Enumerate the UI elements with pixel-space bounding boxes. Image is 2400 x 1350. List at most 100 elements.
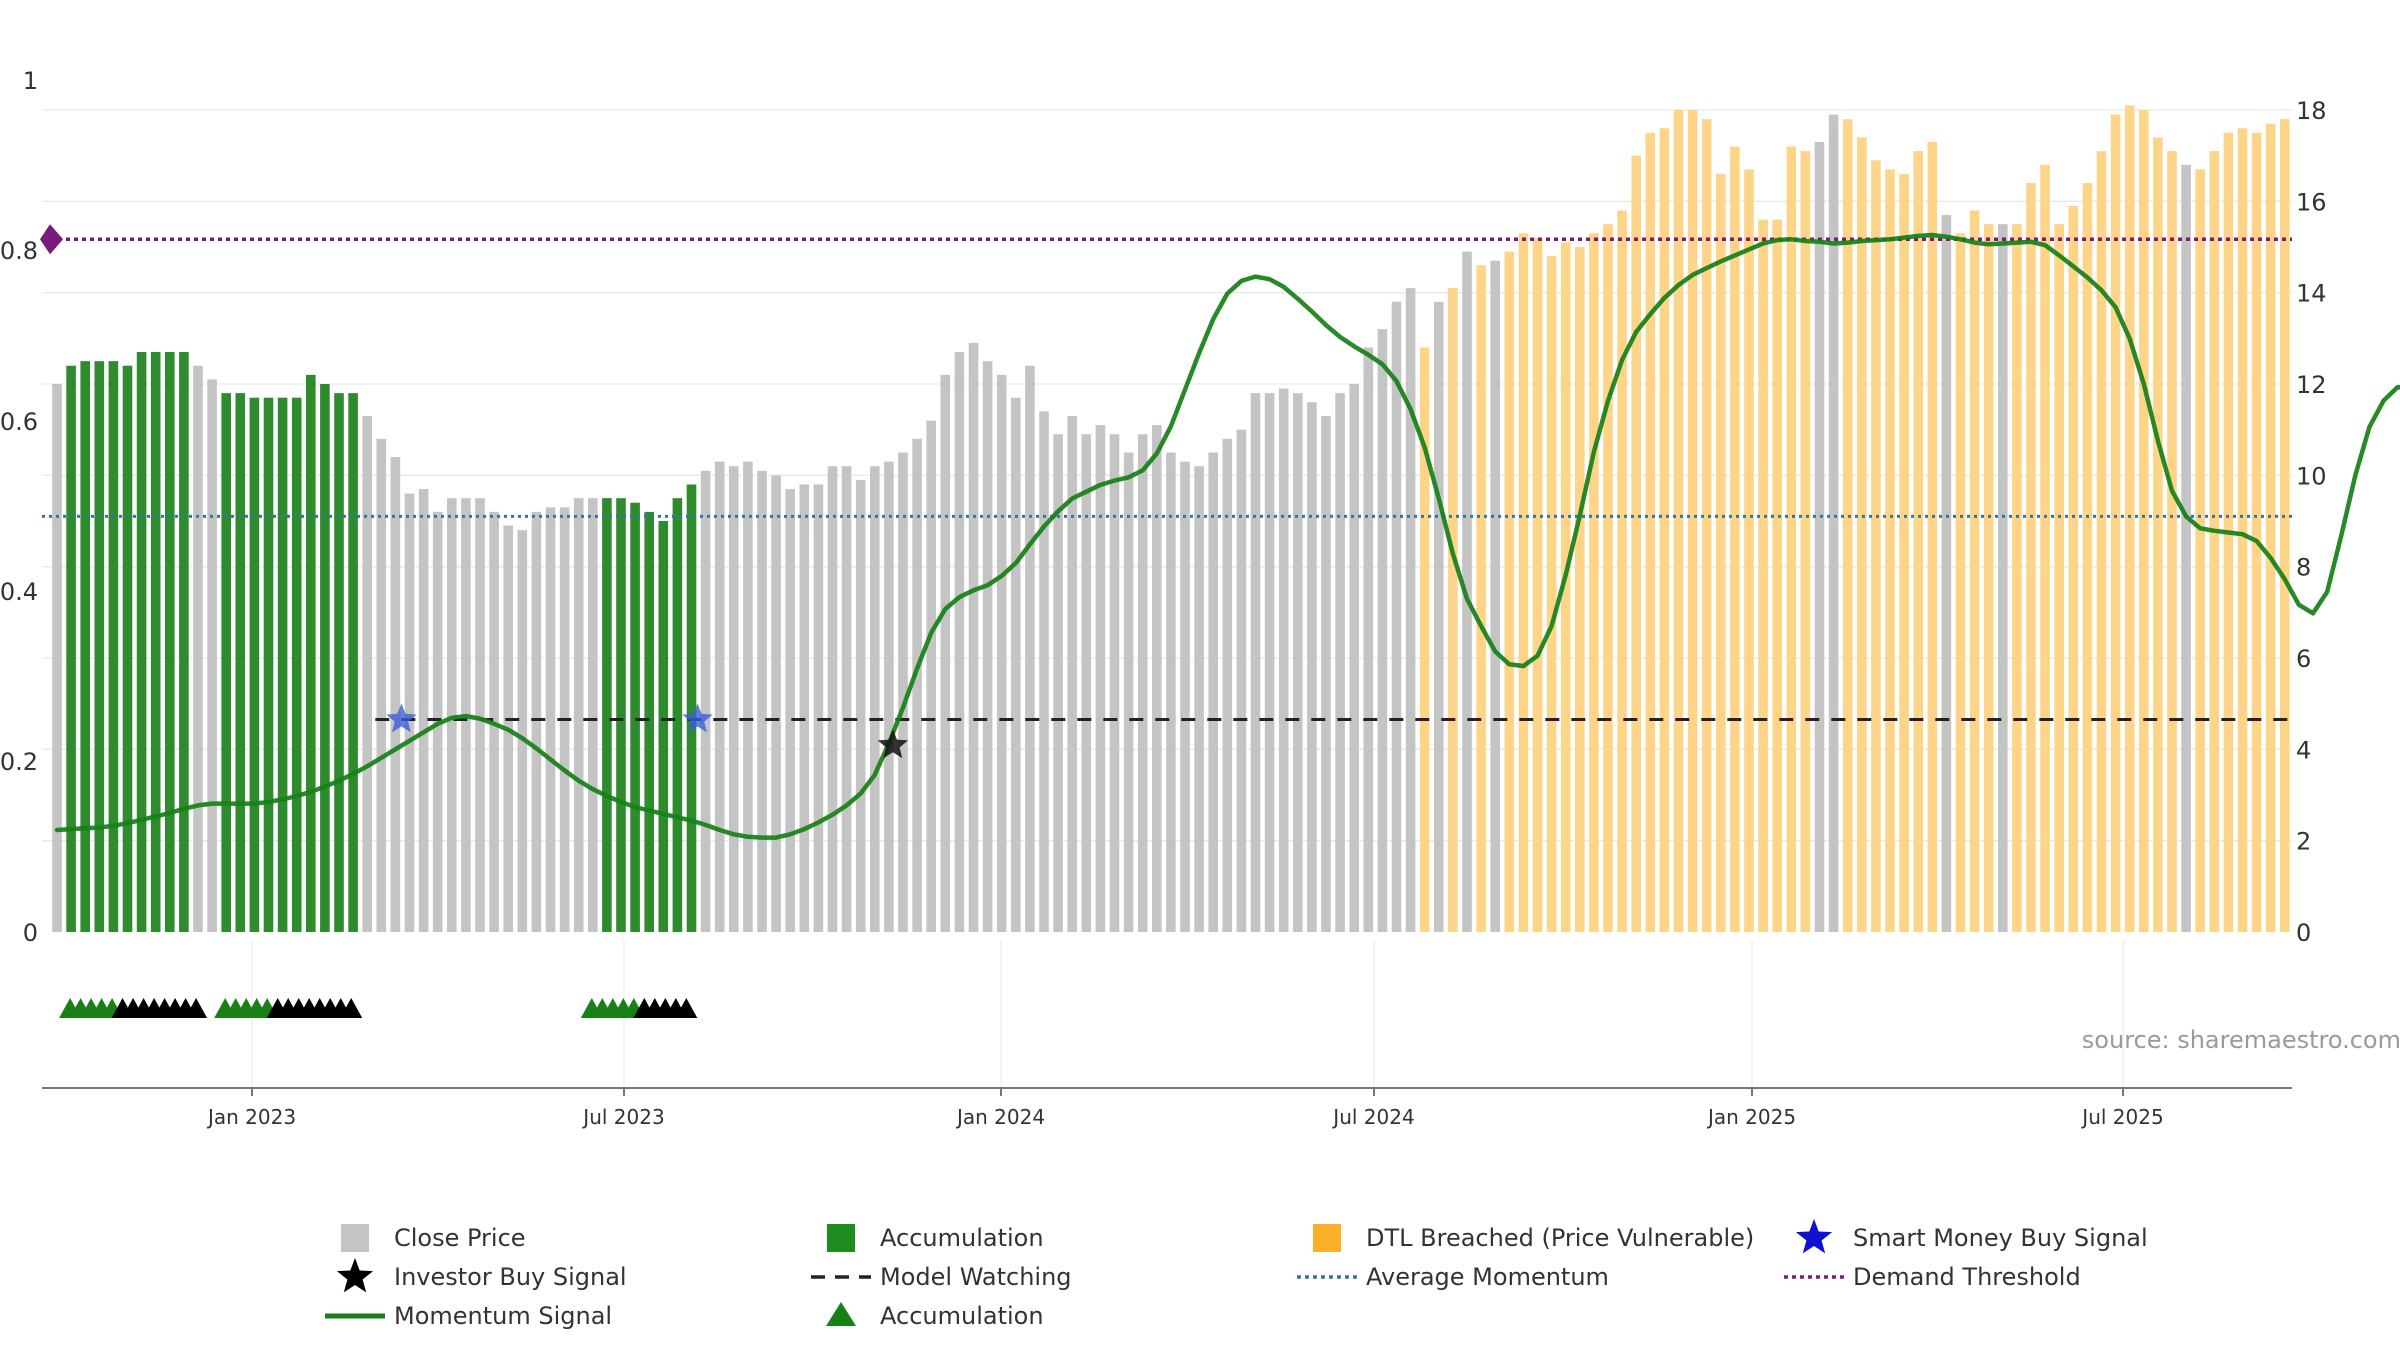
right-y-tick-label: 16 — [2296, 188, 2327, 216]
accumulation-triangle — [185, 998, 208, 1018]
accumulation-bar — [334, 393, 344, 933]
price-bar — [1264, 393, 1275, 933]
accumulation-bar — [94, 361, 105, 933]
price-bar — [1293, 393, 1303, 933]
price-bar — [1152, 425, 1162, 932]
dtl-bar — [1631, 155, 1641, 932]
price-bar — [376, 438, 387, 932]
accumulation-bar — [221, 393, 231, 933]
price-bar — [1236, 429, 1247, 932]
x-tick-label: Jan 2024 — [955, 1105, 1045, 1129]
price-bar — [771, 475, 781, 932]
accumulation-bar — [150, 352, 161, 932]
price-bar — [1081, 434, 1092, 932]
right-y-tick-label: 12 — [2296, 371, 2327, 399]
dtl-bar — [1546, 256, 1557, 933]
bar-series — [52, 105, 2290, 933]
price-bar — [785, 489, 795, 932]
accumulation-bar — [249, 397, 260, 932]
momentum-line-group — [54, 232, 2400, 840]
price-bar — [1067, 415, 1077, 932]
price-bar — [743, 461, 753, 932]
dtl-bar — [1786, 146, 1797, 933]
accumulation-bar — [616, 498, 626, 932]
momentum-signal-line — [54, 232, 2400, 840]
signal-markers — [40, 224, 909, 759]
legend-triangle-icon — [826, 1302, 856, 1326]
price-bar — [729, 466, 739, 932]
right-y-tick-label: 14 — [2296, 280, 2327, 308]
price-bar — [1025, 365, 1035, 932]
price-bar — [954, 352, 965, 932]
price-bar — [1434, 301, 1444, 932]
right-y-tick-label: 2 — [2296, 828, 2311, 856]
right-y-tick-label: 4 — [2296, 736, 2311, 764]
accumulation-bar — [179, 352, 189, 932]
legend-label: Accumulation — [880, 1224, 1044, 1252]
left-y-tick-label: 0 — [23, 919, 38, 947]
accumulation-bar — [306, 374, 316, 932]
price-bar — [870, 466, 880, 932]
dtl-bar — [1730, 146, 1740, 933]
dtl-bar — [1885, 169, 1895, 932]
dtl-bar — [1476, 265, 1486, 932]
dtl-bar — [2139, 110, 2149, 932]
accumulation-bar — [108, 361, 119, 933]
price-bar — [447, 498, 457, 932]
price-bar — [1363, 347, 1374, 932]
dtl-bar — [1673, 110, 1684, 932]
dtl-bar — [2209, 151, 2220, 933]
price-bar — [700, 470, 711, 932]
left-y-tick-label: 0.6 — [0, 408, 38, 436]
dtl-bar — [2265, 123, 2276, 932]
accumulation-bar — [320, 384, 330, 932]
dtl-bar — [1927, 141, 1938, 932]
price-bar — [404, 493, 415, 932]
dtl-bar — [2153, 137, 2163, 932]
right-y-tick-label: 18 — [2296, 97, 2327, 125]
legend-star-icon — [1795, 1219, 1833, 1254]
price-bar — [52, 384, 62, 932]
legend-label: Investor Buy Signal — [394, 1263, 627, 1291]
price-bar — [475, 498, 485, 932]
dtl-bar — [1560, 242, 1571, 932]
price-bar — [884, 461, 894, 932]
dtl-bar — [1969, 210, 1980, 932]
price-bar — [1039, 411, 1049, 932]
dtl-bar — [1744, 169, 1754, 932]
right-y-tick-label: 10 — [2296, 462, 2327, 490]
price-bar — [926, 420, 936, 932]
dtl-bar — [2068, 205, 2079, 932]
dtl-bar — [2110, 114, 2121, 933]
dtl-bar — [1504, 251, 1515, 933]
right-y-tick-label: 0 — [2296, 919, 2311, 947]
price-bar — [898, 452, 908, 932]
dtl-bar — [2082, 183, 2093, 933]
accumulation-bar — [672, 498, 683, 932]
investor-buy-star — [877, 729, 909, 759]
accumulation-bar — [291, 397, 302, 932]
price-bar — [1405, 288, 1416, 933]
accumulation-bar — [80, 361, 90, 933]
price-bar — [1166, 452, 1176, 932]
price-bar — [207, 379, 217, 932]
x-tick-label: Jul 2024 — [1331, 1105, 1414, 1129]
price-bar — [588, 498, 598, 932]
accumulation-triangle — [675, 998, 698, 1018]
x-tick-label: Jan 2023 — [206, 1105, 296, 1129]
legend-label: Accumulation — [880, 1302, 1044, 1330]
price-bar — [1321, 415, 1331, 932]
price-bar — [1011, 397, 1021, 932]
dtl-bar — [2040, 164, 2050, 933]
accumulation-bar — [658, 521, 669, 932]
dtl-bar — [2280, 119, 2290, 933]
price-bar — [1053, 434, 1063, 932]
price-bar — [1250, 393, 1261, 933]
x-tick-label: Jan 2025 — [1706, 1105, 1796, 1129]
price-bar — [714, 461, 725, 932]
accumulation-bar — [122, 365, 133, 932]
price-bar — [1307, 402, 1317, 932]
left-y-tick-label: 0.2 — [0, 748, 38, 776]
smart-money-buy-star — [386, 703, 417, 733]
